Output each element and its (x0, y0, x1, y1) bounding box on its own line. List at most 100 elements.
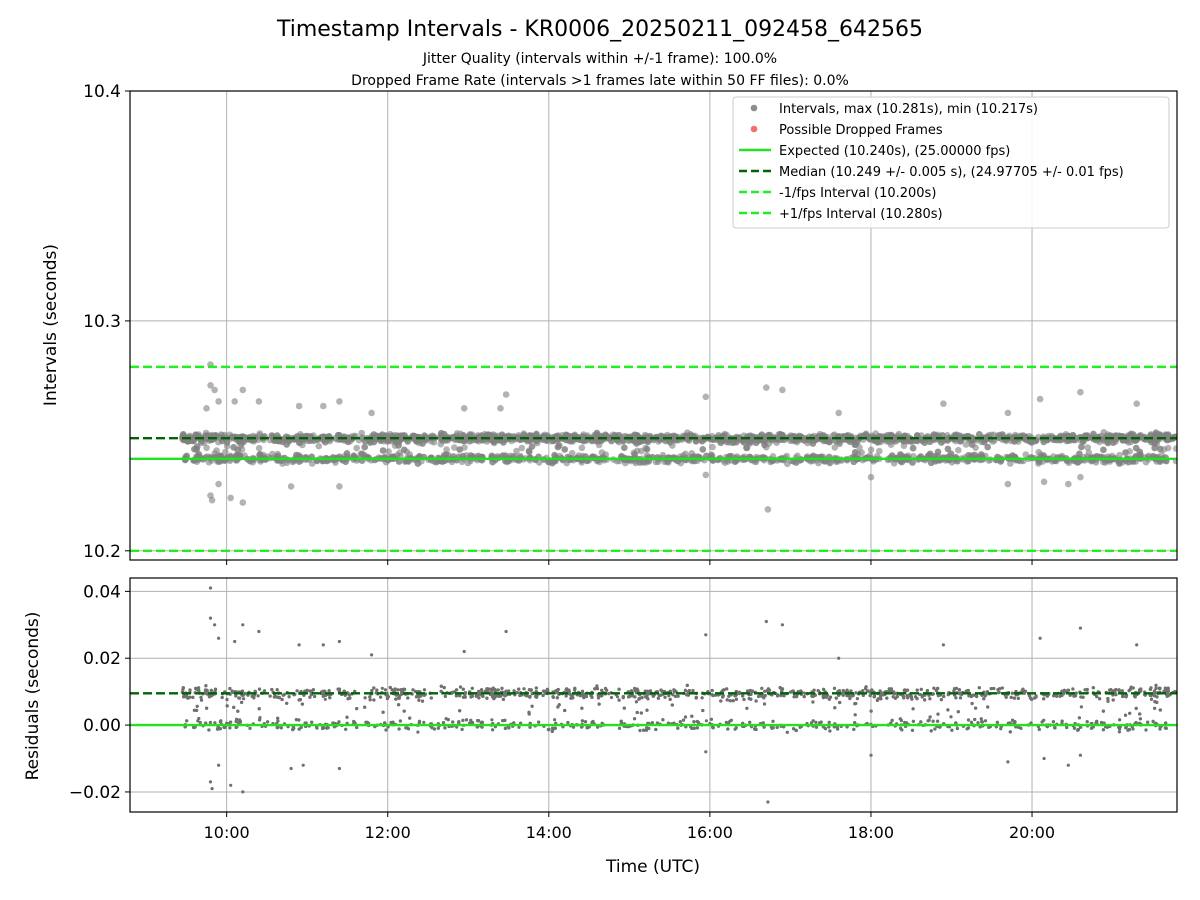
interval-point (205, 459, 213, 466)
interval-outlier-point (295, 402, 303, 410)
legend-entry: -1/fps Interval (10.200s) (739, 186, 936, 201)
interval-point (643, 445, 651, 453)
interval-point (743, 444, 751, 452)
legend-label: +1/fps Interval (10.280s) (779, 207, 943, 222)
interval-point (467, 452, 475, 459)
interval-point (451, 444, 458, 451)
interval-point (443, 446, 450, 453)
interval-point (615, 432, 623, 439)
interval-point (1151, 434, 1159, 442)
interval-point (703, 452, 710, 460)
interval-point (353, 444, 361, 452)
interval-point (561, 446, 568, 453)
residual-point (257, 707, 261, 711)
interval-outlier-point (203, 405, 210, 412)
interval-point (1076, 450, 1083, 458)
interval-point (255, 444, 263, 452)
residual-point (188, 688, 192, 692)
interval-point (183, 452, 190, 460)
interval-outlier-point (320, 402, 327, 410)
interval-outlier-point (940, 400, 947, 408)
interval-point (518, 444, 526, 452)
interval-point (240, 438, 247, 446)
interval-point (513, 447, 520, 455)
residual-point (380, 686, 384, 690)
interval-point (990, 431, 997, 439)
interval-point (909, 459, 916, 466)
interval-point (295, 439, 303, 447)
residual-point (422, 720, 426, 725)
interval-point (385, 448, 392, 455)
intervals-axes-frame (129, 90, 1178, 561)
interval-point (528, 443, 536, 450)
legend-label: Possible Dropped Frames (779, 123, 943, 138)
interval-point (934, 448, 942, 456)
interval-point (947, 450, 955, 458)
residual-point (370, 689, 374, 693)
residual-point (694, 695, 698, 700)
residual-point (496, 688, 500, 692)
interval-outlier-point (764, 506, 772, 513)
interval-point (343, 450, 351, 457)
interval-outlier-point (336, 398, 343, 405)
interval-point (984, 443, 991, 451)
interval-point (638, 447, 645, 455)
interval-outlier-point (227, 494, 234, 502)
residual-point (256, 694, 260, 698)
residual-point (204, 684, 208, 688)
interval-point (955, 446, 962, 454)
residual-point (408, 716, 412, 720)
interval-point (293, 451, 300, 459)
interval-point (631, 431, 638, 439)
interval-outlier-point (702, 471, 710, 479)
interval-point (456, 446, 464, 453)
intervals-x-ticks (226, 560, 1033, 565)
interval-point (222, 448, 229, 456)
chart-title: Timestamp Intervals - KR0006_20250211_09… (276, 17, 923, 42)
interval-point (909, 444, 917, 452)
y-tick-label: 10.3 (83, 312, 121, 332)
interval-point (361, 443, 369, 451)
chart-subtitle-dropped: Dropped Frame Rate (intervals >1 frames … (351, 73, 849, 89)
interval-outlier-point (460, 405, 468, 412)
residual-point (661, 718, 665, 722)
interval-point (976, 431, 983, 438)
interval-point (854, 438, 861, 446)
residual-point (911, 719, 916, 723)
residual-point (416, 730, 420, 734)
residual-point (323, 697, 327, 701)
interval-point (554, 443, 562, 451)
interval-point (640, 459, 647, 466)
interval-outlier-point (336, 483, 343, 490)
residual-point (1098, 697, 1102, 701)
residual-point (814, 720, 818, 725)
y-tick-label: 10.2 (83, 542, 121, 562)
interval-point (833, 438, 840, 445)
legend-entry: +1/fps Interval (10.280s) (739, 207, 943, 222)
intervals-reference-lines (130, 365, 1177, 553)
interval-outlier-point (211, 386, 218, 394)
interval-point (476, 435, 484, 442)
interval-point (193, 443, 201, 450)
residual-point (197, 716, 201, 721)
interval-point (1020, 434, 1028, 442)
interval-point (442, 451, 450, 458)
residual-point (238, 696, 242, 700)
interval-point (858, 449, 865, 456)
interval-point (731, 458, 739, 466)
legend-box (732, 96, 1170, 229)
residual-point (855, 697, 860, 701)
interval-point (373, 434, 380, 442)
interval-point (578, 444, 586, 452)
residual-point (469, 695, 473, 699)
interval-point (831, 444, 839, 451)
interval-point (283, 441, 291, 448)
interval-point (306, 437, 314, 445)
interval-outlier-point (835, 409, 842, 417)
legend-items: Intervals, max (10.281s), min (10.217s)P… (739, 102, 1124, 222)
residual-point (663, 695, 667, 699)
residual-point (1060, 719, 1064, 723)
residual-point (933, 727, 937, 731)
interval-point (1104, 439, 1112, 447)
interval-outlier-point (208, 496, 216, 504)
